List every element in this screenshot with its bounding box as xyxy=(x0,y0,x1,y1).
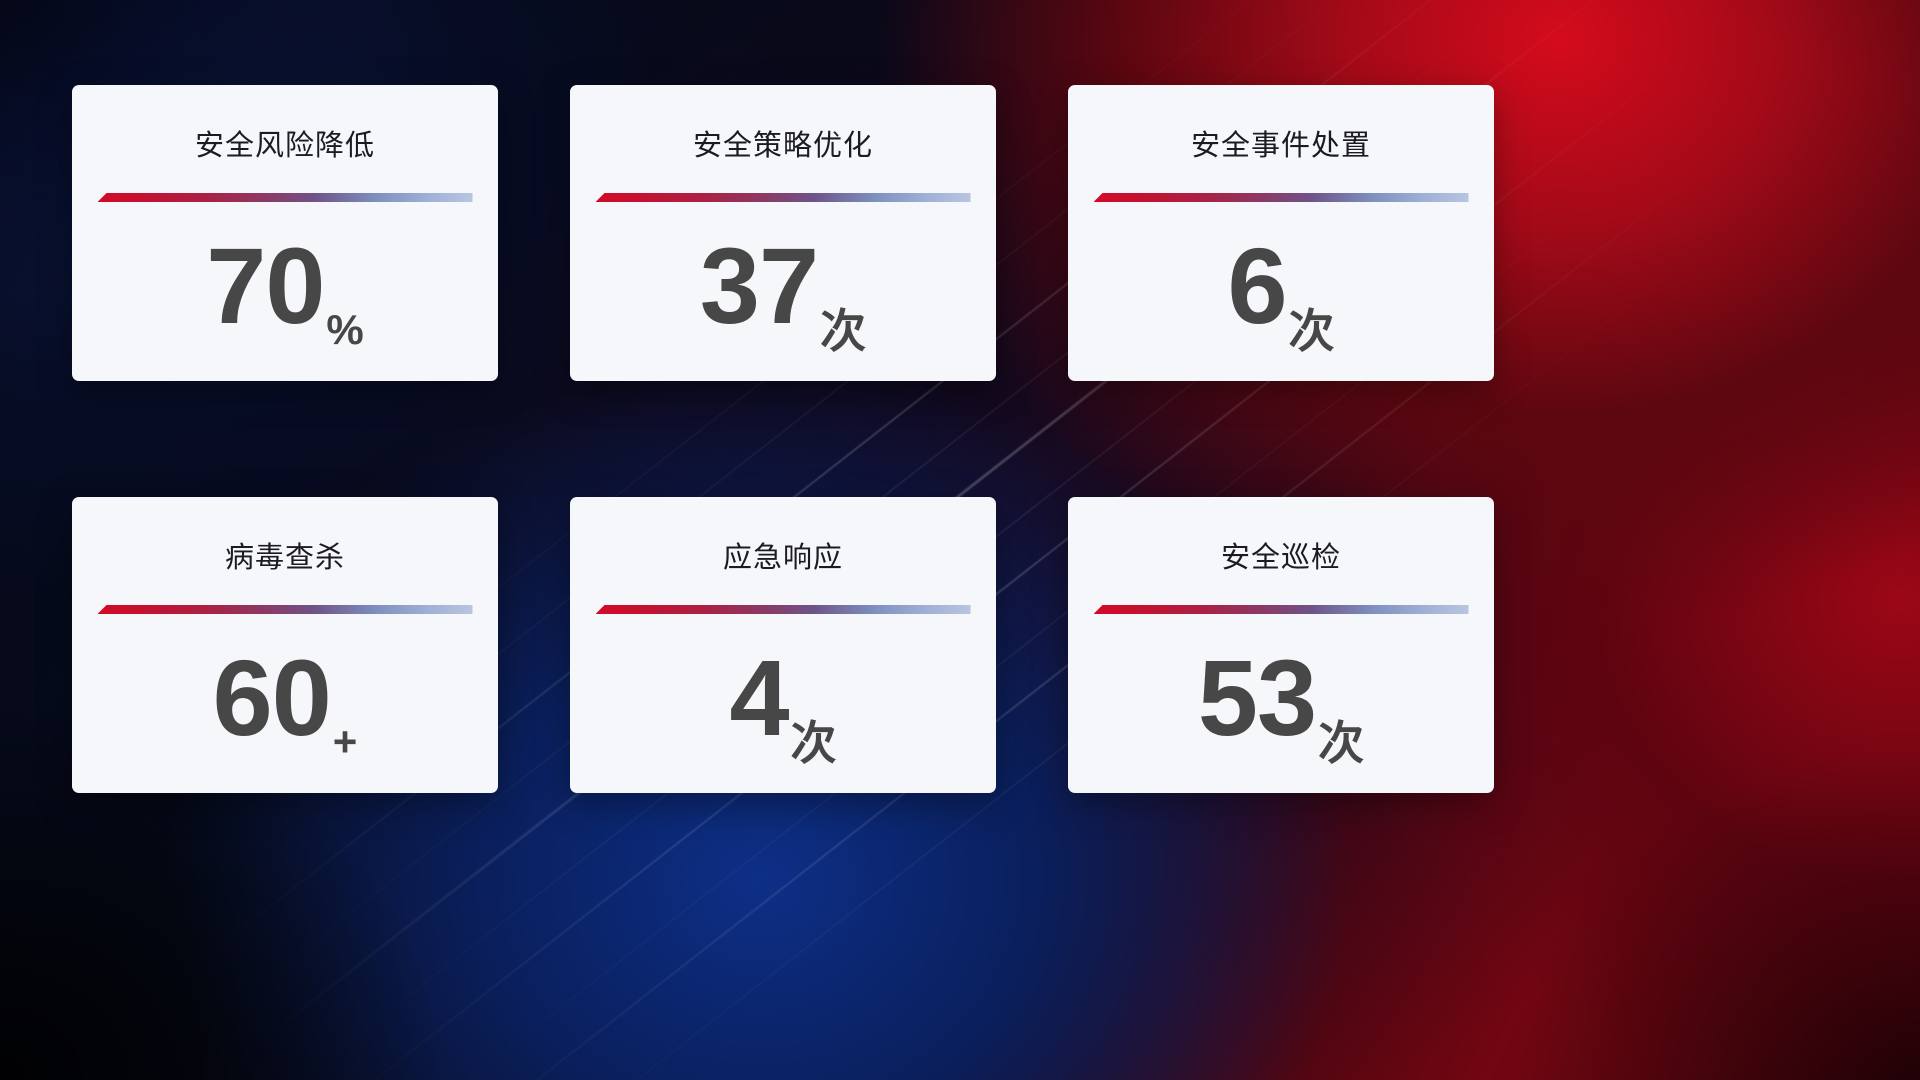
stat-card-divider xyxy=(97,605,473,617)
stat-card-grid: 安全风险降低 70 % 安全策略优化 37 次 安全事件处置 6 次 病毒查 xyxy=(72,85,1496,793)
stat-card-value-row: 37 次 xyxy=(570,205,996,381)
stat-card-divider xyxy=(97,193,473,205)
stat-card-title: 安全事件处置 xyxy=(1190,130,1371,162)
stat-card-value-row: 4 次 xyxy=(570,617,996,793)
stat-card-title: 病毒查杀 xyxy=(224,542,345,574)
stat-card-title: 应急响应 xyxy=(722,542,843,574)
stat-card-unit: + xyxy=(332,718,358,765)
stat-card[interactable]: 安全策略优化 37 次 xyxy=(570,85,996,381)
stat-card-title: 安全巡检 xyxy=(1220,542,1341,574)
stat-card-value: 60 xyxy=(212,637,332,758)
stat-card-value: 6 xyxy=(1227,225,1287,346)
stat-card-divider xyxy=(1093,605,1469,617)
stat-card[interactable]: 安全巡检 53 次 xyxy=(1068,497,1494,793)
stat-card-unit: % xyxy=(326,306,364,353)
stat-card-title: 安全策略优化 xyxy=(692,130,873,162)
stat-card-value-row: 70 % xyxy=(72,205,498,381)
stat-card-unit: 次 xyxy=(790,717,837,769)
stat-card-unit: 次 xyxy=(1318,717,1365,769)
stat-card-value: 70 xyxy=(206,225,325,346)
stat-card[interactable]: 应急响应 4 次 xyxy=(570,497,996,793)
stat-card-title: 安全风险降低 xyxy=(194,130,375,162)
stat-card-unit: 次 xyxy=(820,305,867,357)
stat-card-unit: 次 xyxy=(1288,305,1335,357)
stat-card[interactable]: 安全事件处置 6 次 xyxy=(1068,85,1494,381)
stat-card-value-row: 6 次 xyxy=(1068,205,1494,381)
stat-card[interactable]: 病毒查杀 60 + xyxy=(72,497,498,793)
stat-card-value-row: 60 + xyxy=(72,617,498,793)
stat-card-value-row: 53 次 xyxy=(1068,617,1494,793)
stat-card-value: 53 xyxy=(1197,637,1317,758)
stat-card-value: 4 xyxy=(729,637,789,758)
stat-card-divider xyxy=(1093,193,1469,205)
stat-card[interactable]: 安全风险降低 70 % xyxy=(72,85,498,381)
stat-card-divider xyxy=(595,605,971,617)
stat-card-value: 37 xyxy=(699,225,819,346)
stat-card-divider xyxy=(595,193,971,205)
